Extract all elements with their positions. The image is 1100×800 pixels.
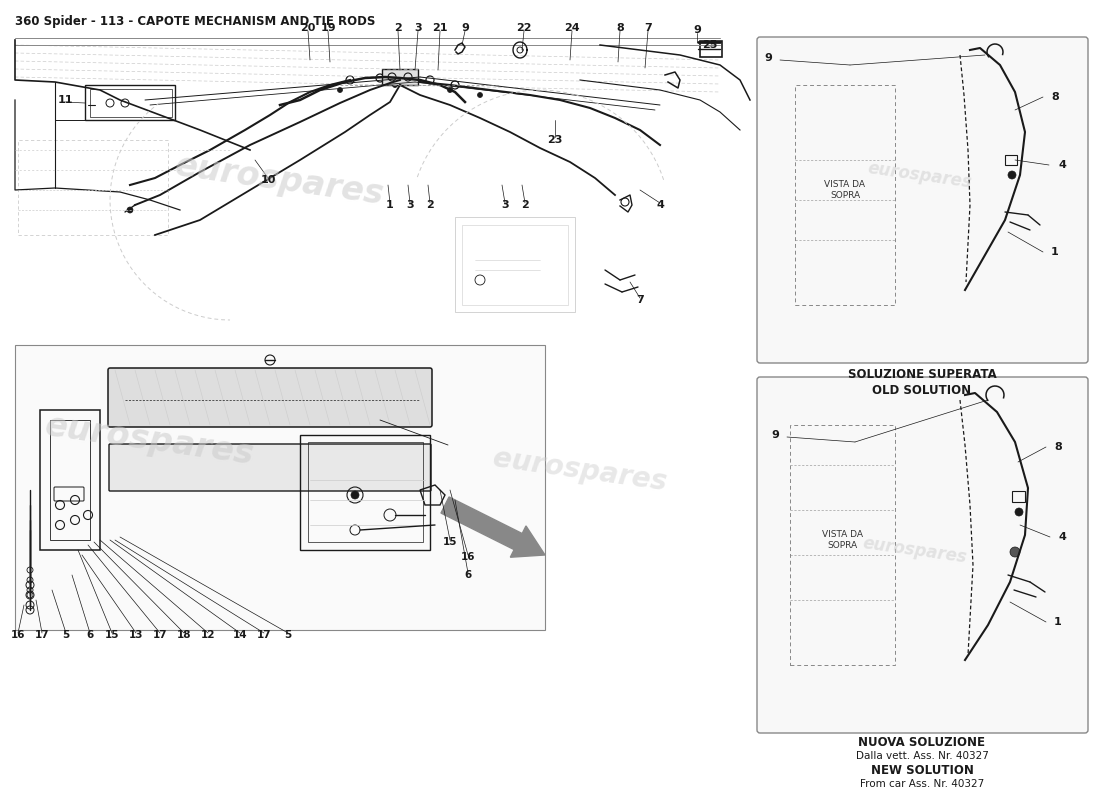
Text: 15: 15: [104, 630, 119, 640]
Text: 12: 12: [200, 630, 216, 640]
Text: 2: 2: [426, 200, 433, 210]
Text: 9: 9: [461, 23, 469, 33]
Text: 21: 21: [432, 23, 448, 33]
Text: Dalla vett. Ass. Nr. 40327: Dalla vett. Ass. Nr. 40327: [856, 751, 989, 761]
Text: 9: 9: [693, 25, 701, 35]
Circle shape: [477, 93, 483, 98]
Text: 17: 17: [153, 630, 167, 640]
Circle shape: [351, 491, 359, 499]
Text: 25: 25: [702, 40, 717, 50]
Circle shape: [1008, 171, 1016, 179]
FancyArrow shape: [441, 497, 544, 558]
Circle shape: [126, 207, 133, 213]
Text: 20: 20: [300, 23, 316, 33]
Text: 3: 3: [502, 200, 509, 210]
Text: 8: 8: [1052, 92, 1059, 102]
Text: 3: 3: [415, 23, 421, 33]
Circle shape: [1015, 508, 1023, 516]
Text: 1: 1: [1054, 617, 1062, 627]
Circle shape: [448, 87, 452, 93]
Text: 17: 17: [35, 630, 50, 640]
Text: 9: 9: [771, 430, 779, 440]
Text: 6: 6: [87, 630, 94, 640]
Text: 13: 13: [129, 630, 143, 640]
Text: 14: 14: [233, 630, 248, 640]
Text: 3: 3: [406, 200, 414, 210]
Text: 5: 5: [63, 630, 69, 640]
FancyBboxPatch shape: [108, 368, 432, 427]
Text: 4: 4: [1058, 160, 1066, 170]
Text: 16: 16: [11, 630, 25, 640]
Text: eurospares: eurospares: [861, 534, 968, 566]
Text: 8: 8: [1054, 442, 1062, 452]
FancyBboxPatch shape: [109, 444, 431, 491]
FancyBboxPatch shape: [757, 377, 1088, 733]
Text: 2: 2: [394, 23, 402, 33]
Text: OLD SOLUTION: OLD SOLUTION: [872, 383, 971, 397]
Text: 9: 9: [764, 53, 772, 63]
FancyBboxPatch shape: [382, 69, 418, 85]
Text: 10: 10: [261, 175, 276, 185]
Text: NUOVA SOLUZIONE: NUOVA SOLUZIONE: [858, 735, 986, 749]
Text: 16: 16: [461, 552, 475, 562]
Text: VISTA DA
SOPRA: VISTA DA SOPRA: [825, 180, 866, 200]
Circle shape: [338, 87, 342, 93]
Text: 23: 23: [548, 135, 563, 145]
Text: 15: 15: [442, 537, 458, 547]
Text: 7: 7: [645, 23, 652, 33]
Circle shape: [393, 82, 397, 87]
Text: eurospares: eurospares: [492, 444, 669, 496]
Text: 1: 1: [1052, 247, 1059, 257]
Text: From car Ass. Nr. 40327: From car Ass. Nr. 40327: [860, 779, 984, 789]
FancyBboxPatch shape: [757, 37, 1088, 363]
Text: 6: 6: [464, 570, 472, 580]
Text: 4: 4: [1058, 532, 1066, 542]
Text: 24: 24: [564, 23, 580, 33]
Circle shape: [1010, 547, 1020, 557]
Text: NEW SOLUTION: NEW SOLUTION: [870, 763, 974, 777]
Text: 2: 2: [521, 200, 529, 210]
Text: 5: 5: [285, 630, 292, 640]
Text: 22: 22: [516, 23, 531, 33]
Text: VISTA DA
SOPRA: VISTA DA SOPRA: [822, 530, 862, 550]
Text: 18: 18: [177, 630, 191, 640]
Text: 11: 11: [57, 95, 73, 105]
Text: 17: 17: [256, 630, 272, 640]
Text: eurospares: eurospares: [173, 149, 387, 211]
Text: SOLUZIONE SUPERATA: SOLUZIONE SUPERATA: [848, 369, 997, 382]
Text: 19: 19: [320, 23, 336, 33]
Text: 7: 7: [636, 295, 644, 305]
Text: eurospares: eurospares: [867, 158, 974, 191]
Text: 1: 1: [386, 200, 394, 210]
Text: 360 Spider - 113 - CAPOTE MECHANISM AND TIE RODS: 360 Spider - 113 - CAPOTE MECHANISM AND …: [15, 15, 375, 28]
Text: eurospares: eurospares: [43, 409, 256, 471]
Text: 8: 8: [616, 23, 624, 33]
Text: 4: 4: [656, 200, 664, 210]
FancyBboxPatch shape: [15, 345, 544, 630]
